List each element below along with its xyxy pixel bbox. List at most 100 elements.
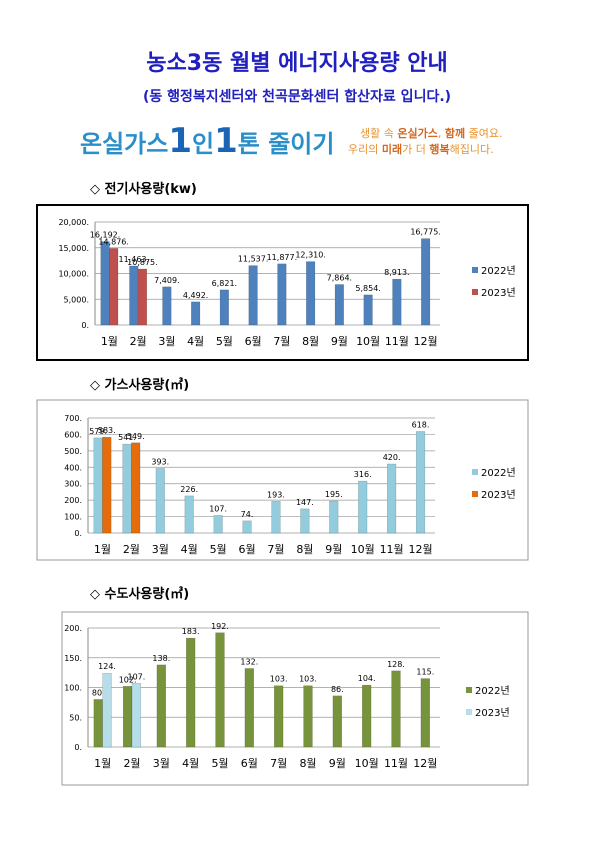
bar (248, 265, 258, 326)
value-label: 10,875. (127, 258, 158, 267)
y-tick-label: 150. (64, 654, 82, 663)
bar (415, 431, 426, 534)
bar (215, 632, 225, 748)
x-tick-label: 6월 (238, 543, 255, 556)
x-tick-label: 6월 (241, 757, 258, 770)
value-label: 193. (267, 490, 285, 499)
bar (420, 678, 430, 748)
chart-title: ◇ 전기사용량(kw) (90, 181, 197, 197)
x-tick-label: 12월 (408, 543, 432, 556)
bar (244, 668, 254, 748)
y-tick-label: 300. (64, 480, 82, 489)
value-label: 14,876. (98, 237, 129, 246)
banner-text: 온실가스 (397, 126, 437, 140)
y-tick-label: 100. (64, 513, 82, 522)
legend-swatch (466, 709, 472, 715)
y-tick-label: 5,000. (64, 295, 89, 304)
bar (274, 685, 284, 748)
value-label: 107. (209, 504, 227, 513)
value-label: 226. (180, 485, 198, 494)
y-tick-label: 50. (69, 713, 82, 722)
value-label: 618. (412, 420, 430, 429)
x-tick-label: 12월 (413, 757, 437, 770)
x-tick-label: 3월 (152, 543, 169, 556)
banner-slogan: 온실가스1인1톤 줄이기 (80, 121, 334, 161)
x-tick-label: 10월 (355, 757, 379, 770)
slogan: 인 (192, 130, 214, 158)
title: 농소3동 월별 에너지사용량 안내 (146, 51, 447, 76)
value-label: 393. (151, 457, 169, 466)
legend-swatch (472, 267, 478, 273)
value-label: 74. (241, 510, 254, 519)
y-tick-label: 100. (64, 684, 82, 693)
y-tick-label: 15,000. (58, 244, 89, 253)
value-label: 147. (296, 498, 314, 507)
value-label: 541. (118, 433, 136, 442)
banner-text: 미래 (382, 142, 402, 156)
bar (100, 241, 110, 326)
bar (277, 263, 287, 326)
banner-text: 행복 (429, 142, 449, 156)
x-tick-label: 12월 (414, 335, 438, 348)
bar (300, 508, 310, 534)
value-label: 11,877. (267, 253, 298, 262)
legend-label: 2022년 (481, 265, 516, 277)
x-tick-label: 6월 (245, 335, 262, 348)
bar (391, 670, 401, 748)
bar (155, 468, 165, 534)
x-tick-label: 10월 (356, 335, 380, 348)
y-tick-label: 0. (74, 743, 82, 752)
bar (102, 436, 112, 534)
x-tick-label: 10월 (351, 543, 375, 556)
bar (122, 443, 132, 534)
bar (332, 695, 342, 748)
banner-text: 함께 (445, 126, 465, 140)
value-label: 7,864. (327, 274, 352, 283)
y-tick-label: 10,000. (58, 270, 89, 279)
bar (191, 301, 201, 326)
x-tick-label: 5월 (211, 757, 228, 770)
y-tick-label: 600. (64, 430, 82, 439)
value-label: 549. (127, 432, 145, 441)
y-tick-label: 500. (64, 447, 82, 456)
bar (131, 683, 142, 748)
bar (358, 480, 368, 534)
value-label: 12,310. (295, 251, 326, 260)
value-label: 128. (387, 660, 405, 669)
bar (122, 686, 133, 748)
banner-text: 우리의 (348, 143, 382, 156)
legend-swatch (466, 687, 472, 693)
value-label: 4,492. (183, 291, 208, 300)
bar (102, 672, 112, 748)
x-tick-label: 5월 (216, 335, 233, 348)
bar (219, 289, 229, 326)
bar (156, 664, 166, 748)
y-tick-label: 200. (64, 624, 82, 633)
bar (162, 286, 172, 326)
x-tick-label: 7월 (273, 335, 290, 348)
bar (421, 238, 431, 326)
x-tick-label: 8월 (302, 335, 319, 348)
value-label: 583. (98, 426, 116, 435)
banner-line: 생활 속 온실가스, 함께 줄여요. (360, 126, 502, 140)
banner-line: 우리의 미래가 더 행복해집니다. (348, 142, 494, 156)
value-label: 420. (383, 453, 401, 462)
bar (334, 284, 344, 326)
legend-swatch (472, 491, 478, 497)
banner-text: , (438, 127, 445, 140)
value-label: 192. (211, 622, 229, 631)
value-label: 103. (270, 675, 288, 684)
value-label: 102. (119, 675, 137, 684)
legend-label: 2023년 (481, 287, 516, 299)
value-label: 316. (354, 470, 372, 479)
bar (131, 442, 141, 534)
legend-swatch (472, 289, 478, 295)
x-tick-label: 8월 (299, 757, 316, 770)
legend-label: 2022년 (481, 467, 516, 479)
x-tick-label: 1월 (94, 757, 111, 770)
x-tick-label: 2월 (123, 543, 140, 556)
slogan-num: 1 (214, 121, 238, 161)
banner-text: 생활 속 (360, 126, 397, 140)
